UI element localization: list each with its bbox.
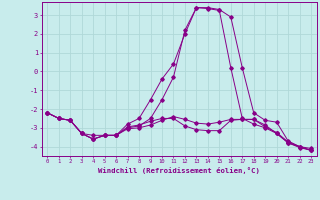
- X-axis label: Windchill (Refroidissement éolien,°C): Windchill (Refroidissement éolien,°C): [98, 167, 260, 174]
